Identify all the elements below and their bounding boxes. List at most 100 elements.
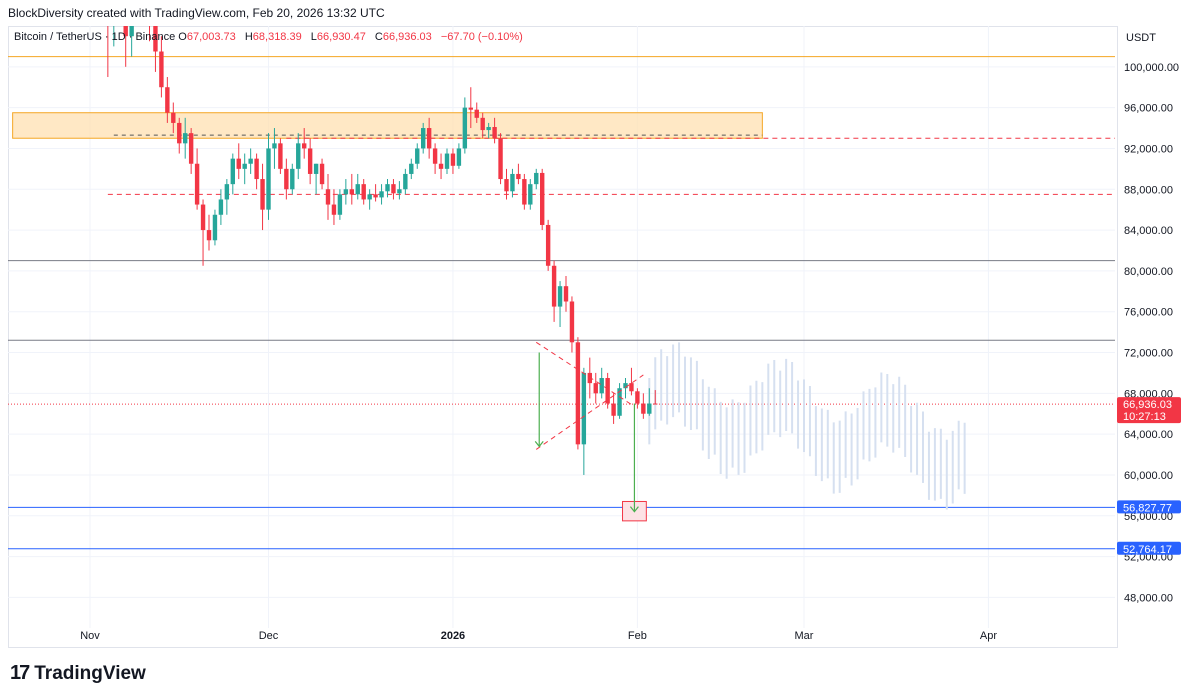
y-tick-label: 84,000.00 [1124, 225, 1173, 237]
open-value: 67,003.73 [186, 31, 236, 43]
price-badge-countdown: 10:27:13 [1123, 411, 1166, 423]
candle-down [593, 383, 598, 394]
price-badge [1117, 500, 1181, 514]
candle-down [307, 148, 313, 174]
candle-up [313, 163, 319, 174]
candle-up [617, 388, 622, 416]
candle-up [355, 184, 360, 195]
y-tick-label: 96,000.00 [1124, 103, 1173, 115]
candle-down [391, 184, 396, 194]
ohlc-legend: Bitcoin / TetherUS · 1D · Binance O67,00… [14, 31, 529, 43]
candle-up [367, 194, 372, 200]
low-value: 66,930.47 [316, 31, 366, 43]
candle-down [432, 148, 438, 164]
candle-down [474, 109, 479, 118]
open-label: O [178, 31, 187, 43]
candle-up [409, 163, 414, 174]
candle-up [379, 191, 384, 198]
candle-up [444, 153, 450, 169]
candle-up [385, 184, 390, 192]
candle-up [218, 199, 224, 215]
candle-down [319, 163, 325, 185]
x-tick-label: Mar [795, 630, 814, 642]
candle-down [123, 26, 128, 37]
candle-down [426, 128, 432, 149]
candle-down [171, 112, 176, 123]
candle-down [629, 383, 634, 392]
candle-down [331, 204, 337, 215]
candle-down [480, 117, 485, 131]
tradingview-logo-icon: 17 [10, 662, 30, 684]
y-tick-label: 100,000.00 [1124, 62, 1179, 74]
low-label: L [310, 31, 317, 43]
candle-down [605, 378, 610, 404]
candle-up [343, 189, 349, 195]
candle-up [129, 26, 134, 37]
y-tick-label: 76,000.00 [1124, 307, 1173, 319]
candle-up [248, 158, 253, 164]
candle-up [272, 143, 277, 149]
candle-up [415, 148, 420, 164]
price-badge-label: 56,827.77 [1123, 502, 1172, 514]
price-badge-label: 66,936.03 [1123, 399, 1172, 411]
candle-down [325, 189, 331, 205]
candle-up [462, 107, 468, 149]
x-tick-label: Feb [628, 630, 647, 642]
candle-down [450, 153, 456, 166]
close-label: C [374, 31, 383, 43]
candle-down [504, 179, 509, 192]
close-value: 66,936.03 [382, 31, 432, 43]
candle-up [534, 172, 539, 185]
measure-arrow-head [629, 506, 639, 513]
candle-up [623, 383, 628, 389]
candle-down [147, 11, 151, 26]
candle-down [141, 0, 145, 11]
candle-down [575, 342, 581, 445]
x-tick-label: 2026 [441, 630, 465, 642]
candle-down [540, 172, 545, 225]
candle-down [284, 168, 289, 190]
high-label: H [244, 31, 253, 43]
triangle-upper-trendline [535, 341, 632, 405]
y-tick-label: 80,000.00 [1124, 266, 1173, 278]
candle-down [611, 403, 616, 416]
candle-up [224, 184, 230, 200]
candle-down [653, 403, 658, 405]
tradingview-brand-text: TradingView [34, 662, 146, 684]
candle-down [551, 265, 557, 307]
candle-up [528, 184, 533, 205]
currency-label[interactable]: USDT [1126, 32, 1156, 44]
candle-up [112, 0, 116, 26]
x-tick-label: Apr [980, 630, 997, 642]
symbol-label[interactable]: Bitcoin / TetherUS · 1D · Binance [14, 31, 176, 43]
candle-up [397, 189, 402, 194]
tradingview-logo: 17 TradingView [10, 662, 146, 685]
y-tick-label: 56,000.00 [1124, 511, 1173, 523]
candle-up [403, 173, 408, 190]
candle-down [188, 133, 194, 164]
candle-down [438, 163, 444, 169]
candle-down [159, 51, 164, 88]
price-badge [1117, 397, 1181, 424]
candle-down [522, 179, 527, 205]
candle-up [581, 372, 587, 445]
candle-up [647, 403, 652, 414]
candle-down [569, 301, 575, 343]
candle-down [468, 107, 473, 110]
x-tick-label: Dec [259, 630, 279, 642]
high-value: 68,318.39 [252, 31, 302, 43]
candle-up [337, 194, 343, 215]
candle-down [106, 0, 110, 26]
x-tick-label: Nov [80, 630, 100, 642]
candle-down [587, 372, 592, 384]
candle-down [177, 122, 182, 144]
candle-up [266, 148, 271, 210]
candle-up [296, 143, 301, 169]
candle-down [349, 189, 354, 195]
chart-pane[interactable] [8, 26, 1118, 648]
candle-up [183, 133, 188, 144]
candle-up [290, 168, 295, 190]
candle-down [545, 224, 551, 266]
candle-down [635, 391, 640, 404]
